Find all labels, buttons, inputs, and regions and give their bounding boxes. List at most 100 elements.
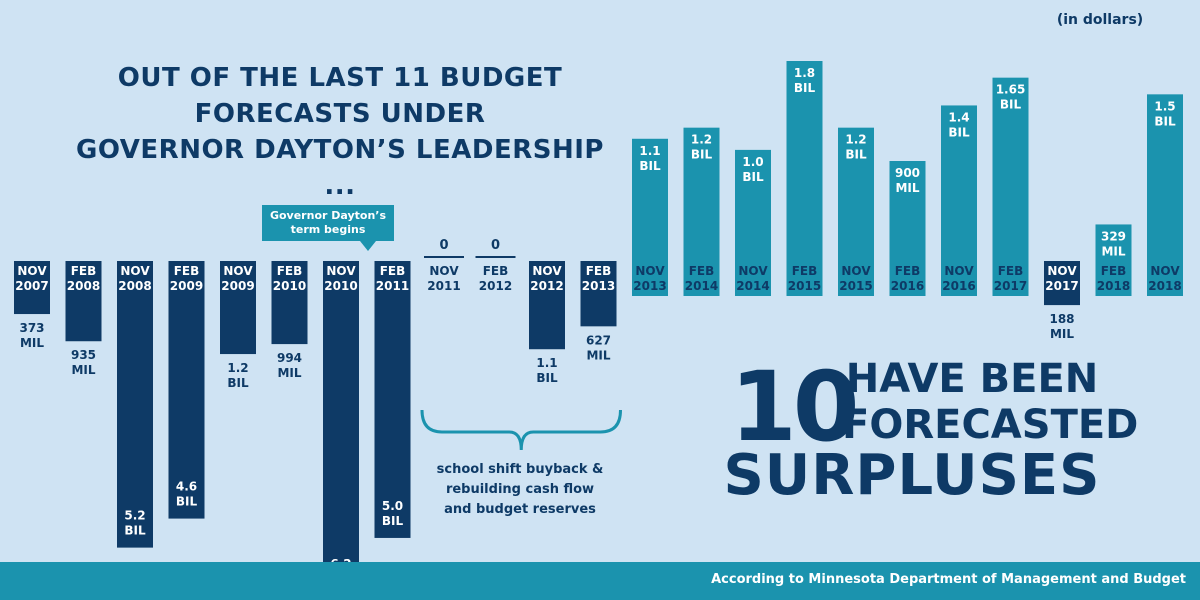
- value-label: MIL: [71, 363, 95, 377]
- brace-note-line: school shift buyback &: [436, 462, 604, 477]
- category-label: 2017: [994, 279, 1027, 293]
- value-label: BIL: [382, 514, 404, 528]
- bar-deficit: [271, 261, 308, 345]
- callout-arrow: [360, 241, 376, 251]
- bar-deficit: [14, 261, 50, 315]
- value-label: 627: [586, 333, 611, 347]
- category-label: FEB: [895, 264, 921, 278]
- surplus-count: 10: [730, 351, 860, 463]
- bar-deficit: [580, 261, 617, 327]
- summary-line: FORECASTED: [842, 402, 1139, 448]
- value-label: 1.0: [742, 155, 763, 169]
- category-label: FEB: [689, 264, 715, 278]
- brace-shape: [420, 409, 622, 451]
- category-label: FEB: [71, 264, 97, 278]
- category-label: NOV: [120, 264, 150, 278]
- category-label: NOV: [738, 264, 768, 278]
- value-label: 5.0: [382, 499, 403, 513]
- callout-line: term begins: [290, 223, 366, 236]
- category-label: NOV: [532, 264, 562, 278]
- category-label: FEB: [174, 264, 200, 278]
- bar-surplus: [941, 105, 977, 296]
- bar-surplus: [992, 77, 1029, 297]
- bar-deficit: [323, 261, 359, 596]
- value-label: 0: [439, 238, 448, 253]
- bar-deficit: [529, 261, 565, 350]
- value-label: BIL: [639, 159, 661, 173]
- category-label: NOV: [635, 264, 665, 278]
- category-label: 2009: [170, 279, 203, 293]
- value-label: 994: [277, 351, 302, 365]
- category-label: 2007: [15, 279, 48, 293]
- bar-deficit: [117, 261, 153, 548]
- category-label: FEB: [998, 264, 1024, 278]
- category-label: NOV: [1150, 264, 1180, 278]
- category-label: 2018: [1148, 279, 1181, 293]
- source-note: According to Minnesota Department of Man…: [711, 572, 1186, 587]
- category-label: 2017: [1045, 279, 1078, 293]
- bar-deficit: [168, 261, 205, 519]
- brace-note: school shift buyback & rebuilding cash f…: [420, 460, 620, 520]
- headline-line: FORECASTS UNDER: [194, 99, 486, 129]
- headline-line: GOVERNOR DAYTON’S LEADERSHIP ...: [76, 135, 604, 201]
- category-label: 2018: [1097, 279, 1130, 293]
- category-label: FEB: [1101, 264, 1127, 278]
- category-label: NOV: [326, 264, 356, 278]
- value-label: 1.2: [691, 133, 712, 147]
- category-label: NOV: [841, 264, 871, 278]
- value-label: BIL: [691, 148, 713, 162]
- category-label: NOV: [429, 264, 459, 278]
- category-label: 2015: [839, 279, 872, 293]
- brace-note-line: rebuilding cash flow: [445, 482, 595, 497]
- bar-surplus: [838, 127, 874, 297]
- value-label: MIL: [1050, 327, 1074, 341]
- value-label: 1.1: [639, 144, 660, 158]
- value-label: 1.5: [1154, 99, 1175, 113]
- bar-deficit: [65, 261, 102, 342]
- category-label: 2014: [736, 279, 769, 293]
- bar-surplus: [632, 138, 668, 296]
- bar-surplus: [889, 161, 926, 296]
- bar-surplus: [786, 61, 823, 296]
- category-label: FEB: [483, 264, 509, 278]
- category-label: 2010: [324, 279, 357, 293]
- value-label: 1.1: [536, 356, 557, 370]
- value-label: 1.2: [845, 133, 866, 147]
- category-label: FEB: [277, 264, 303, 278]
- bar-deficit: [1044, 261, 1080, 306]
- category-label: 2016: [942, 279, 975, 293]
- value-label: 900: [895, 166, 920, 180]
- value-label: MIL: [895, 181, 919, 195]
- summary-text: HAVE BEEN FORECASTED: [842, 356, 1139, 448]
- value-label: 1.2: [227, 361, 248, 375]
- value-label: 188: [1049, 312, 1074, 326]
- value-label: BIL: [1000, 98, 1022, 112]
- category-label: 2011: [427, 279, 460, 293]
- category-label: NOV: [944, 264, 974, 278]
- value-label: BIL: [536, 371, 558, 385]
- summary-surpluses: SURPLUSES: [723, 443, 1101, 508]
- category-label: 2009: [221, 279, 254, 293]
- value-label: BIL: [1154, 114, 1176, 128]
- summary-line: HAVE BEEN: [845, 356, 1099, 402]
- value-label: MIL: [277, 366, 301, 380]
- category-label: 2013: [633, 279, 666, 293]
- value-label: MIL: [1101, 244, 1125, 258]
- value-label: MIL: [586, 348, 610, 362]
- category-label: 2008: [67, 279, 100, 293]
- value-label: 4.6: [176, 480, 197, 494]
- callout-line: Governor Dayton’s: [269, 209, 387, 222]
- bar-deficit: [220, 261, 256, 355]
- category-label: 2015: [788, 279, 821, 293]
- category-label: 2010: [273, 279, 306, 293]
- value-label: BIL: [227, 376, 249, 390]
- value-label: 1.8: [794, 66, 815, 80]
- category-label: FEB: [380, 264, 406, 278]
- value-label: 935: [71, 348, 96, 362]
- category-label: NOV: [223, 264, 253, 278]
- category-label: 2012: [530, 279, 563, 293]
- bar-surplus: [735, 149, 771, 296]
- value-label: 0: [491, 238, 500, 253]
- value-label: 1.4: [948, 110, 969, 124]
